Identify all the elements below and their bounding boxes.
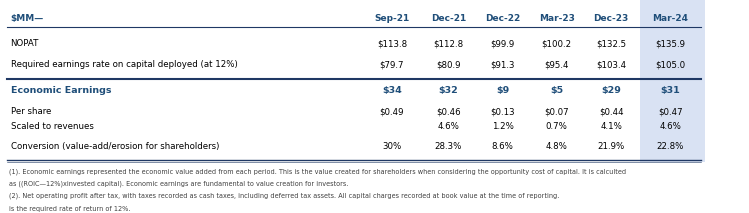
Text: Economic Earnings: Economic Earnings [10,86,111,95]
Text: $135.9: $135.9 [655,39,685,48]
Text: Scaled to revenues: Scaled to revenues [10,122,94,131]
Text: Sep-21: Sep-21 [374,14,410,23]
Text: Mar-23: Mar-23 [539,14,574,23]
Text: $99.9: $99.9 [491,39,515,48]
Text: 1.2%: 1.2% [491,122,514,131]
Text: $29: $29 [601,86,621,95]
Text: Dec-21: Dec-21 [431,14,466,23]
Text: $0.07: $0.07 [545,107,569,116]
Text: $112.8: $112.8 [433,39,464,48]
Text: Required earnings rate on capital deployed (at 12%): Required earnings rate on capital deploy… [10,60,237,69]
Text: $0.46: $0.46 [436,107,461,116]
Text: Mar-24: Mar-24 [652,14,688,23]
Text: $0.44: $0.44 [598,107,623,116]
Text: (1). Economic earnings represented the economic value added from each period. Th: (1). Economic earnings represented the e… [9,168,626,175]
Text: $103.4: $103.4 [596,60,626,69]
Text: (2). Net operating profit after tax, with taxes recorded as cash taxes, includin: (2). Net operating profit after tax, wit… [9,193,560,199]
Text: $132.5: $132.5 [596,39,626,48]
Text: $80.9: $80.9 [436,60,461,69]
Text: is the required rate of return of 12%.: is the required rate of return of 12%. [9,206,130,212]
Text: $100.2: $100.2 [542,39,571,48]
Text: $95.4: $95.4 [545,60,569,69]
Text: $91.3: $91.3 [491,60,515,69]
Text: 4.1%: 4.1% [600,122,622,131]
Text: 4.6%: 4.6% [437,122,459,131]
Text: 28.3%: 28.3% [434,142,462,151]
Text: Dec-22: Dec-22 [485,14,520,23]
Text: $32: $32 [438,86,458,95]
Text: $105.0: $105.0 [655,60,685,69]
Text: Conversion (value-add/erosion for shareholders): Conversion (value-add/erosion for shareh… [10,142,219,151]
Text: 21.9%: 21.9% [598,142,625,151]
Text: $0.49: $0.49 [380,107,404,116]
Text: 4.6%: 4.6% [659,122,681,131]
Text: NOPAT: NOPAT [10,39,39,48]
Text: 8.6%: 8.6% [491,142,514,151]
Text: $79.7: $79.7 [380,60,404,69]
Text: $0.47: $0.47 [658,107,682,116]
Text: $31: $31 [661,86,680,95]
Text: $34: $34 [382,86,401,95]
Text: Dec-23: Dec-23 [593,14,628,23]
Text: $MM—: $MM— [10,14,44,23]
Text: Per share: Per share [10,107,51,116]
Text: 22.8%: 22.8% [657,142,684,151]
Text: $113.8: $113.8 [377,39,407,48]
Text: $0.13: $0.13 [490,107,515,116]
Text: 30%: 30% [382,142,401,151]
Text: $9: $9 [496,86,509,95]
Text: as ((ROIC—12%)xinvested capital). Economic earnings are fundamental to value cre: as ((ROIC—12%)xinvested capital). Econom… [9,181,348,187]
Text: 0.7%: 0.7% [546,122,568,131]
FancyBboxPatch shape [640,0,705,162]
Text: $5: $5 [551,86,563,95]
Text: 4.8%: 4.8% [546,142,568,151]
